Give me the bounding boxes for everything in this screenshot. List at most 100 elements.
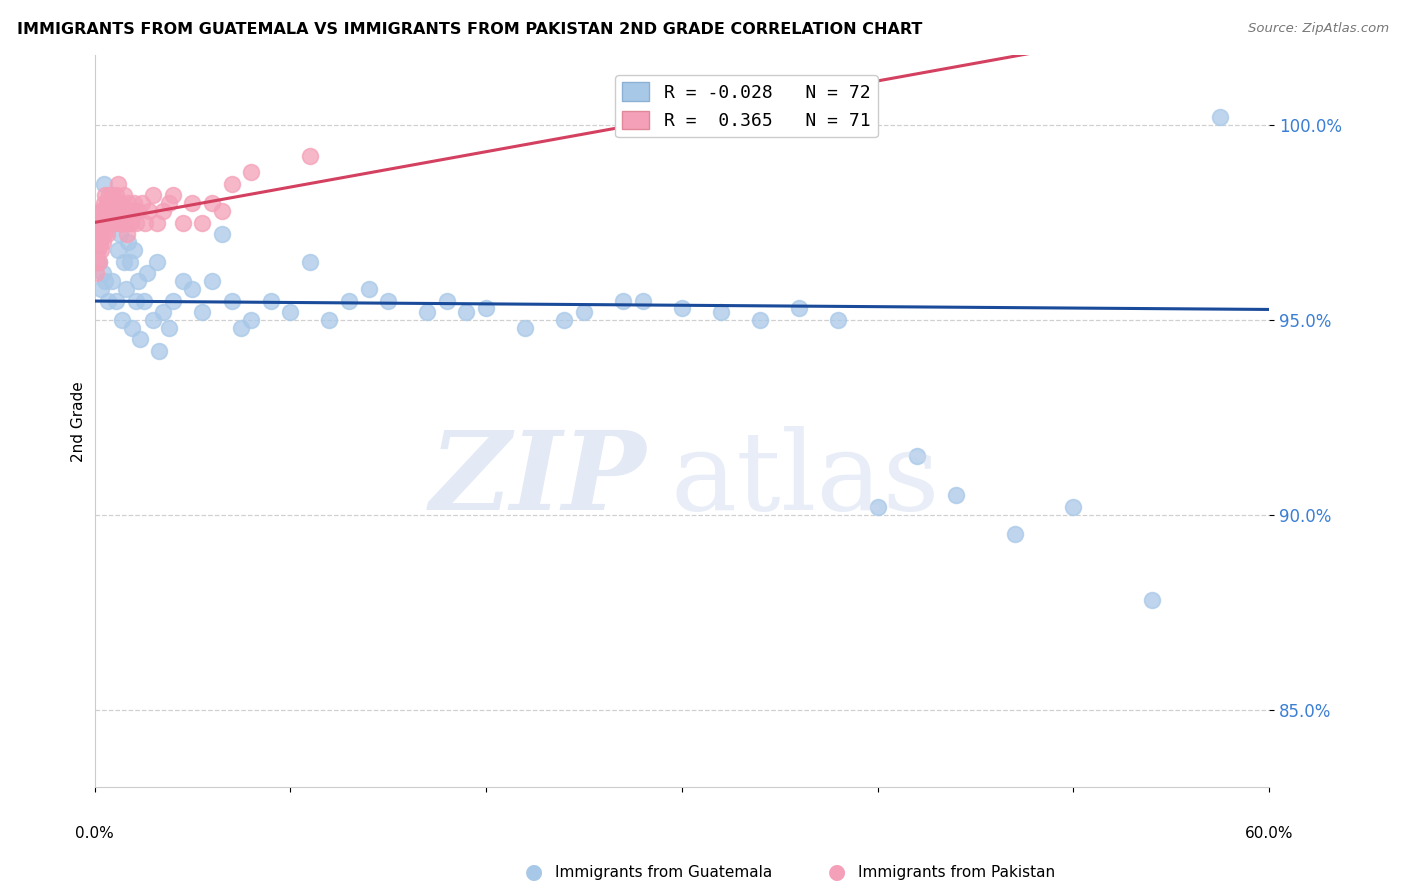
Point: [89, 235, 111, 249]
Point: [318, 313, 340, 327]
Point: [108, 227, 131, 242]
Point: [118, 216, 141, 230]
Point: [142, 188, 165, 202]
Point: [162, 293, 184, 308]
Text: 0.0%: 0.0%: [75, 826, 114, 841]
Point: [115, 282, 138, 296]
Point: [98, 188, 121, 202]
Point: [84, 266, 107, 280]
Point: [631, 293, 654, 308]
Point: [91, 203, 114, 218]
Point: [298, 149, 321, 163]
Point: [103, 196, 125, 211]
Point: [91, 203, 114, 218]
Point: [114, 216, 136, 230]
Text: ●: ●: [828, 863, 845, 882]
Text: 60.0%: 60.0%: [1244, 826, 1294, 841]
Point: [101, 216, 124, 230]
Point: [201, 274, 224, 288]
Point: [105, 293, 128, 308]
Point: [1062, 500, 1084, 514]
Text: Immigrants from Guatemala: Immigrants from Guatemala: [555, 865, 773, 880]
Point: [89, 235, 111, 249]
Point: [91, 235, 114, 249]
Text: ZIP: ZIP: [430, 426, 647, 533]
Point: [146, 216, 169, 230]
Point: [211, 227, 233, 242]
Point: [96, 227, 118, 242]
Point: [122, 196, 145, 211]
Text: IMMIGRANTS FROM GUATEMALA VS IMMIGRANTS FROM PAKISTAN 2ND GRADE CORRELATION CHAR: IMMIGRANTS FROM GUATEMALA VS IMMIGRANTS …: [17, 22, 922, 37]
Point: [553, 313, 575, 327]
Point: [112, 254, 135, 268]
Point: [89, 216, 111, 230]
Point: [104, 203, 127, 218]
Point: [93, 266, 115, 280]
Point: [1004, 527, 1026, 541]
Point: [96, 216, 118, 230]
Point: [1209, 111, 1232, 125]
Point: [97, 216, 120, 230]
Point: [612, 293, 634, 308]
Point: [298, 254, 321, 268]
Point: [97, 293, 120, 308]
Point: [101, 274, 124, 288]
Point: [94, 274, 117, 288]
Text: Source: ZipAtlas.com: Source: ZipAtlas.com: [1249, 22, 1389, 36]
Point: [787, 301, 810, 316]
Y-axis label: 2nd Grade: 2nd Grade: [72, 381, 86, 462]
Point: [94, 188, 117, 202]
Point: [93, 216, 115, 230]
Point: [111, 216, 134, 230]
Point: [118, 254, 141, 268]
Point: [118, 203, 141, 218]
Point: [142, 313, 165, 327]
Point: [103, 216, 125, 230]
Point: [132, 293, 155, 308]
Point: [221, 177, 243, 191]
Point: [117, 235, 139, 249]
Point: [86, 243, 108, 257]
Point: [131, 196, 153, 211]
Point: [107, 177, 129, 191]
Point: [128, 333, 150, 347]
Point: [172, 274, 194, 288]
Point: [111, 313, 134, 327]
Point: [138, 203, 160, 218]
Point: [86, 235, 108, 249]
Point: [515, 320, 537, 334]
Point: [89, 254, 111, 268]
Point: [172, 216, 194, 230]
Point: [827, 313, 849, 327]
Point: [91, 216, 114, 230]
Point: [98, 196, 121, 211]
Point: [101, 188, 124, 202]
Point: [87, 227, 110, 242]
Point: [100, 203, 122, 218]
Point: [107, 243, 129, 257]
Point: [112, 188, 135, 202]
Point: [148, 344, 170, 359]
Point: [337, 293, 360, 308]
Point: [93, 177, 115, 191]
Point: [572, 305, 595, 319]
Point: [221, 293, 243, 308]
Point: [191, 216, 214, 230]
Point: [110, 216, 132, 230]
Point: [97, 203, 120, 218]
Point: [181, 196, 204, 211]
Point: [240, 165, 263, 179]
Point: [90, 243, 112, 257]
Point: [86, 216, 108, 230]
Point: [108, 216, 131, 230]
Point: [87, 254, 110, 268]
Point: [115, 203, 138, 218]
Point: [377, 293, 399, 308]
Point: [125, 216, 148, 230]
Point: [86, 254, 108, 268]
Point: [211, 203, 233, 218]
Point: [94, 203, 117, 218]
Point: [86, 243, 108, 257]
Point: [90, 282, 112, 296]
Point: [87, 243, 110, 257]
